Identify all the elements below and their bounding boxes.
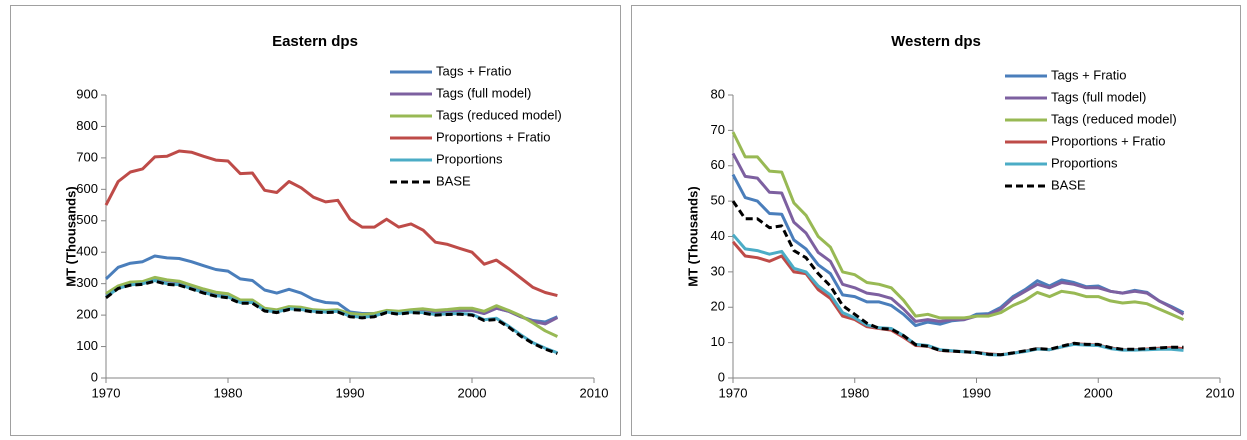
x-tick-label: 2010 bbox=[1206, 385, 1235, 400]
chart-frame bbox=[10, 5, 621, 436]
x-tick-label: 2010 bbox=[580, 385, 609, 400]
y-tick-label: 60 bbox=[711, 157, 725, 172]
x-tick-label: 2000 bbox=[458, 385, 487, 400]
x-tick-label: 1970 bbox=[92, 385, 121, 400]
y-tick-label: 40 bbox=[711, 228, 725, 243]
y-tick-label: 0 bbox=[718, 369, 725, 384]
y-tick-label: 300 bbox=[76, 275, 98, 290]
x-tick-label: 1990 bbox=[336, 385, 365, 400]
legend-label: BASE bbox=[436, 173, 471, 188]
series-line bbox=[731, 200, 1184, 357]
series-line bbox=[104, 149, 558, 298]
legend-label: Proportions bbox=[436, 151, 503, 166]
x-tick-label: 2000 bbox=[1084, 385, 1113, 400]
y-tick-label: 50 bbox=[711, 193, 725, 208]
legend-label: BASE bbox=[1051, 177, 1086, 192]
series-line bbox=[731, 152, 1185, 323]
x-tick-label: 1980 bbox=[214, 385, 243, 400]
y-tick-label: 700 bbox=[76, 149, 98, 164]
legend-label: Proportions + Fratio bbox=[1051, 133, 1166, 148]
legend-label: Proportions bbox=[1051, 155, 1118, 170]
y-tick-label: 0 bbox=[91, 369, 98, 384]
y-tick-label: 100 bbox=[76, 338, 98, 353]
legend-label: Tags + Fratio bbox=[436, 63, 512, 78]
legend-label: Proportions + Fratio bbox=[436, 129, 551, 144]
series-line bbox=[105, 275, 559, 338]
y-tick-label: 20 bbox=[711, 299, 725, 314]
y-tick-label: 70 bbox=[711, 122, 725, 137]
series-line bbox=[731, 131, 1185, 321]
y-tick-label: 10 bbox=[711, 334, 725, 349]
x-tick-label: 1980 bbox=[840, 385, 869, 400]
legend-label: Tags (full model) bbox=[1051, 89, 1146, 104]
x-tick-label: 1970 bbox=[719, 385, 748, 400]
legend-label: Tags (full model) bbox=[436, 85, 531, 100]
y-axis-label: MT (Thousands) bbox=[685, 186, 700, 286]
y-tick-label: 500 bbox=[76, 212, 98, 227]
y-tick-label: 900 bbox=[76, 86, 98, 101]
chart-title: Western dps bbox=[891, 33, 981, 50]
y-tick-label: 800 bbox=[76, 118, 98, 133]
y-axis-label: MT (Thousands) bbox=[63, 186, 78, 286]
y-tick-label: 400 bbox=[76, 244, 98, 259]
chart-title: Eastern dps bbox=[272, 33, 358, 50]
series-line bbox=[105, 279, 558, 355]
legend-label: Tags (reduced model) bbox=[1051, 111, 1177, 126]
legend-label: Tags + Fratio bbox=[1051, 67, 1127, 82]
y-tick-label: 80 bbox=[711, 86, 725, 101]
y-tick-label: 30 bbox=[711, 263, 725, 278]
y-tick-label: 600 bbox=[76, 181, 98, 196]
y-tick-label: 200 bbox=[76, 307, 98, 322]
legend-label: Tags (reduced model) bbox=[436, 107, 562, 122]
x-tick-label: 1990 bbox=[962, 385, 991, 400]
